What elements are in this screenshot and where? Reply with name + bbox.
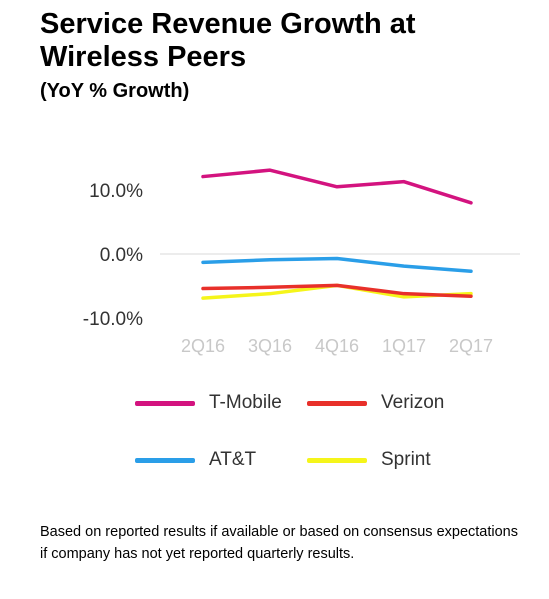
x-tick-label: 2Q17 xyxy=(449,336,493,356)
legend-label-t-mobile: T-Mobile xyxy=(209,392,282,413)
legend-item-verizon: Verizon xyxy=(307,392,444,414)
chart-subtitle: (YoY % Growth) xyxy=(40,80,190,102)
legend-swatch-att xyxy=(135,457,195,463)
x-tick-label: 3Q16 xyxy=(248,336,292,356)
y-tick-label: 0.0% xyxy=(100,245,143,266)
legend-swatch-t-mobile xyxy=(135,400,195,406)
legend-item-sprint: Sprint xyxy=(307,449,431,471)
y-tick-label: -10.0% xyxy=(83,309,143,330)
legend-item-t-mobile: T-Mobile xyxy=(135,392,282,414)
y-tick-label: 10.0% xyxy=(89,181,143,202)
legend-label-att: AT&T xyxy=(209,449,257,470)
series-line-at-t xyxy=(201,256,473,274)
legend-label-verizon: Verizon xyxy=(381,392,445,413)
x-tick-label: 2Q16 xyxy=(181,336,225,356)
legend-swatch-verizon xyxy=(307,400,367,406)
footnote: Based on reported results if available o… xyxy=(40,524,518,562)
legend-label-sprint: Sprint xyxy=(381,449,431,470)
chart-title: Service Revenue Growth at Wireless Peers xyxy=(40,8,416,73)
x-tick-label: 4Q16 xyxy=(315,336,359,356)
legend-item-att: AT&T xyxy=(135,449,256,471)
x-tick-label: 1Q17 xyxy=(382,336,426,356)
line-chart: 10.0% 0.0% -10.0% 2Q16 3Q16 4Q16 1Q17 2Q17 xyxy=(83,168,520,356)
series-line-verizon xyxy=(201,283,473,298)
legend-swatch-sprint xyxy=(307,457,367,463)
series-line-t-mobile xyxy=(201,168,473,205)
